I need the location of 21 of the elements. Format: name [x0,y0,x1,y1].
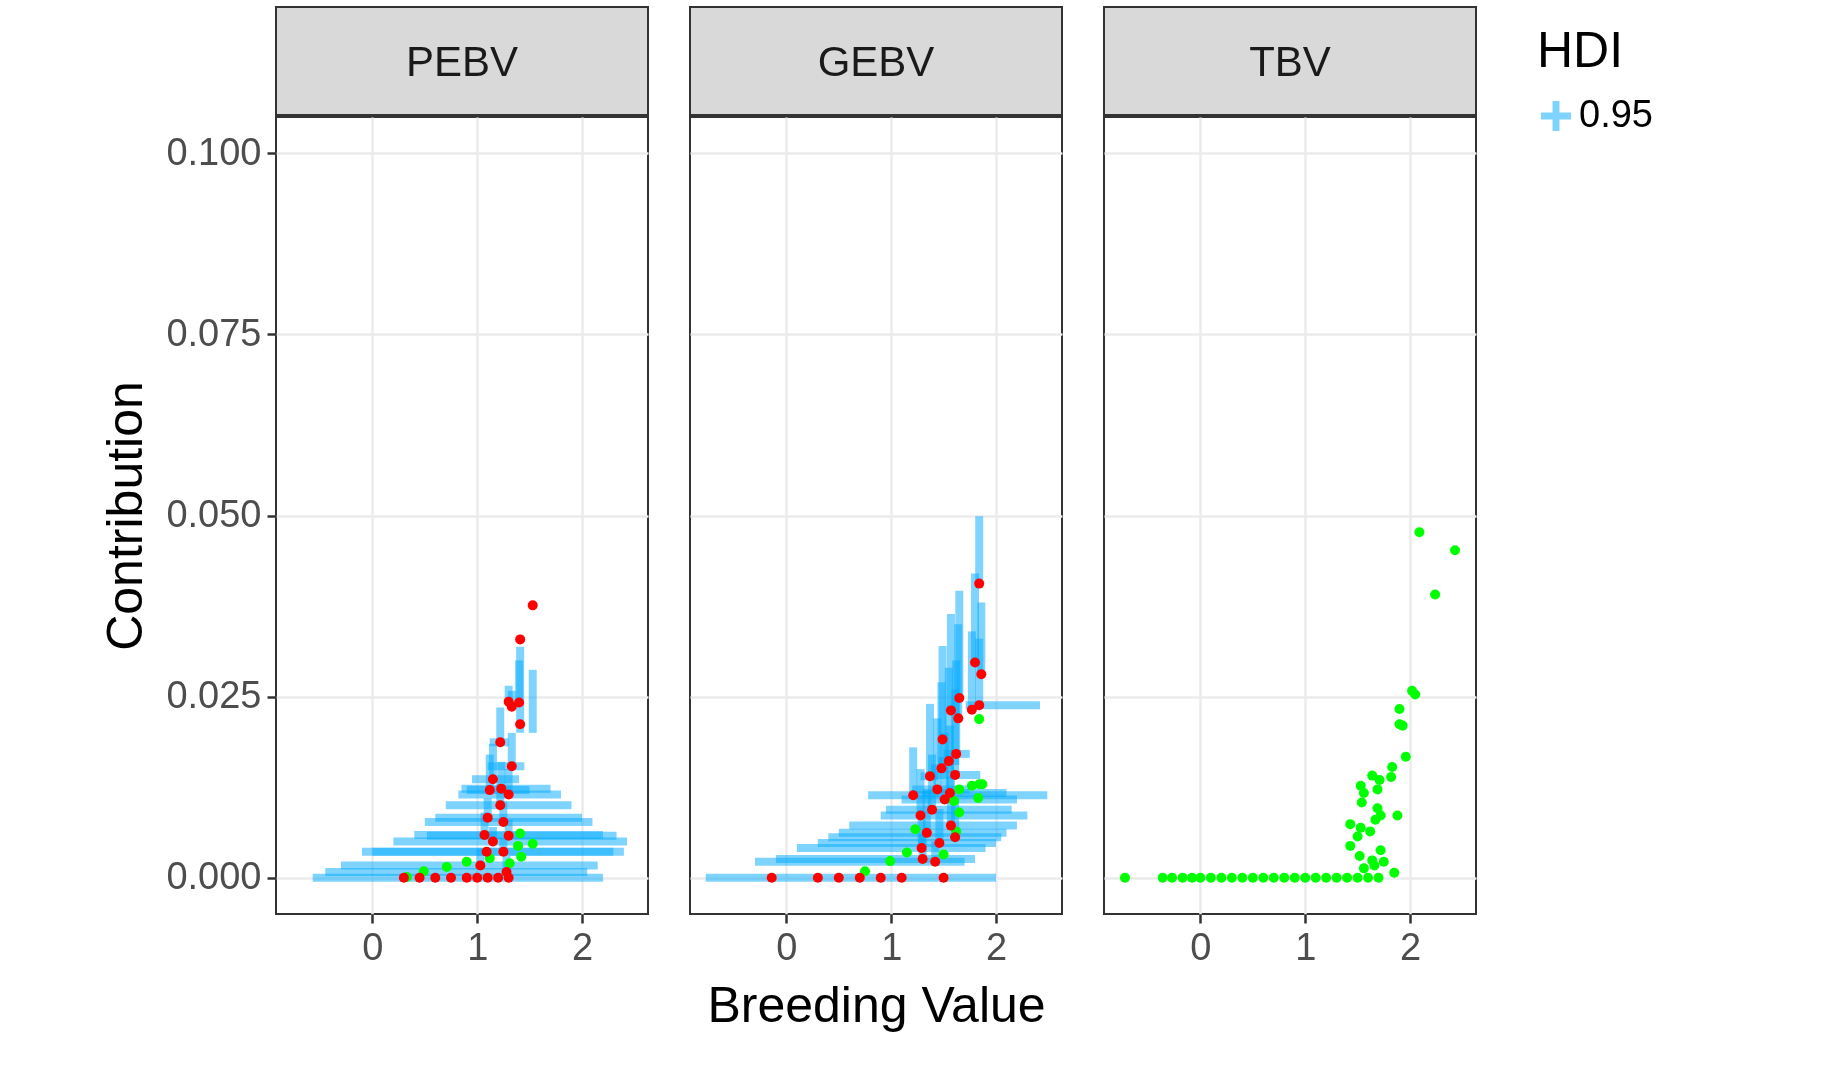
chart-title: TBV [1249,38,1331,85]
x-tick-label: 0 [362,925,384,968]
x-tick-label: 1 [1295,925,1317,968]
y-tick-label: 0.075 [166,311,262,354]
x-tick-label: 1 [881,925,903,968]
x-tick-label: 2 [985,925,1008,968]
chart-title: PEBV [405,38,519,85]
text: 0.95 [1579,93,1653,135]
x-tick-label: 2 [571,925,594,968]
chart-title: GEBV [817,38,935,85]
y-axis-title: Contribution [97,381,154,651]
y-tick-label: 0.100 [166,130,262,173]
x-tick-label: 0 [1190,925,1212,968]
x-tick-label: 0 [776,925,798,968]
x-tick-label: 1 [467,925,489,968]
y-tick-label: 0.000 [166,855,262,898]
x-tick-label: 2 [1399,925,1422,968]
x-axis-title: Breeding Value [707,976,1046,1033]
y-tick-label: 0.050 [166,493,262,535]
legend-title: HDI [1537,22,1624,78]
y-tick-label: 0.025 [166,674,262,717]
